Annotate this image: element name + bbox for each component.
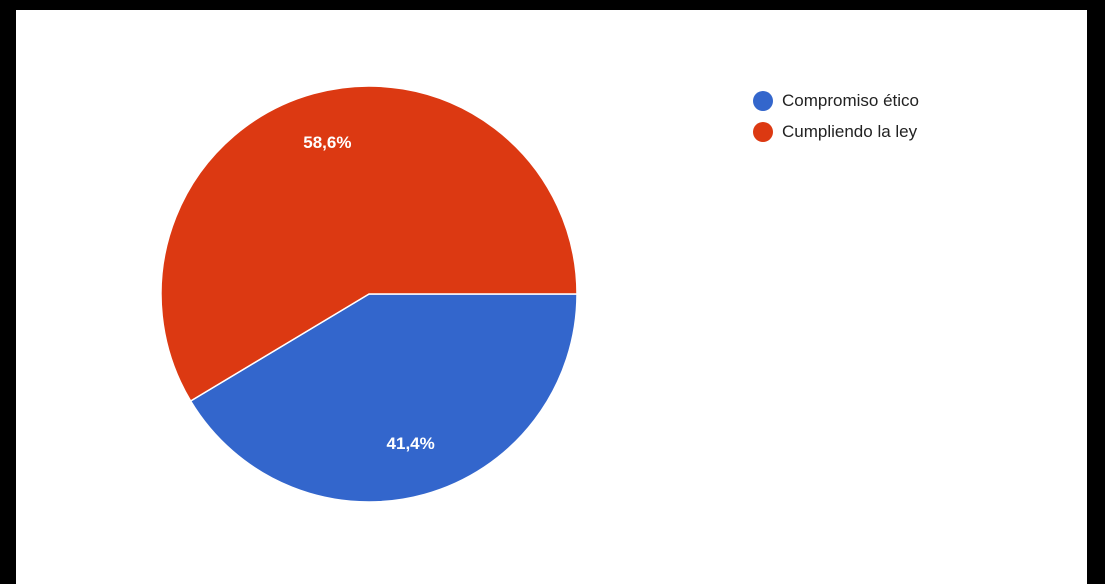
pie-percent-label: 58,6% [303,133,351,152]
pie-labels: 41,4% 58,6% [303,133,434,453]
pie-slices [160,85,578,503]
legend-item-compromiso-etico[interactable]: Compromiso ético [753,85,919,116]
pie-percent-label: 41,4% [387,434,435,453]
pie-slice-cumpliendo-la-ley[interactable] [160,85,578,403]
legend-swatch-cumpliendo-la-ley [753,121,773,142]
legend-label-cumpliendo-la-ley: Cumpliendo la ley [782,121,918,141]
legend-item-cumpliendo-la-ley[interactable]: Cumpliendo la ley [753,116,919,147]
chart-legend: Compromiso ético Cumpliendo la ley [753,85,919,147]
pie-slice-compromiso-etico[interactable] [189,293,578,503]
legend-swatch-compromiso-etico [753,90,773,111]
legend-label-compromiso-etico: Compromiso ético [782,90,919,110]
